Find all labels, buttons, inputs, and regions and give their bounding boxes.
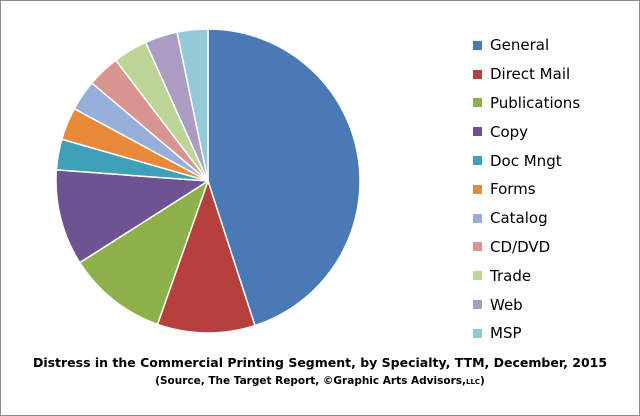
chart-subtitle: (Source, The Target Report, ©Graphic Art… (1, 375, 639, 387)
pie-slice-publications (79, 180, 209, 326)
chart-title: Distress in the Commercial Printing Segm… (32, 355, 608, 370)
legend-item-doc-mngt: Doc Mngt (473, 146, 580, 175)
legend-label: Catalog (490, 209, 548, 228)
pie-slice-copy (55, 169, 209, 264)
legend-label: Publications (490, 93, 581, 112)
legend-swatch (473, 98, 482, 108)
pie-slice-direct-mail (156, 180, 256, 334)
legend-swatch (473, 127, 482, 137)
legend-label: CD/DVD (490, 237, 551, 256)
legend-item-msp: MSP (473, 319, 580, 348)
legend-item-general: General (473, 31, 580, 60)
legend-label: Direct Mail (490, 65, 571, 84)
legend-swatch (473, 40, 482, 50)
pie-slice-general (207, 28, 361, 327)
legend-label: Web (490, 295, 523, 314)
legend-swatch (473, 184, 482, 194)
legend-swatch (473, 328, 482, 338)
legend: General Direct Mail Publications Copy Doc Mn… (473, 31, 580, 348)
legend-swatch (473, 300, 482, 310)
legend-swatch (473, 156, 482, 166)
legend-item-trade: Trade (473, 261, 580, 290)
legend-label: Doc Mngt (490, 151, 562, 170)
legend-label: Trade (490, 266, 532, 285)
legend-swatch (473, 271, 482, 281)
legend-item-publications: Publications (473, 89, 580, 118)
legend-swatch (473, 213, 482, 223)
legend-item-forms: Forms (473, 175, 580, 204)
legend-item-web: Web (473, 290, 580, 319)
pie-chart (55, 28, 361, 334)
legend-item-catalog: Catalog (473, 204, 580, 233)
legend-label: General (490, 36, 550, 55)
legend-swatch (473, 242, 482, 252)
subtitle-main: (Source, The Target Report, ©Graphic Art… (155, 375, 466, 387)
legend-item-cd-dvd: CD/DVD (473, 233, 580, 262)
legend-label: Forms (490, 180, 536, 199)
subtitle-close: ) (480, 375, 485, 387)
subtitle-suffix: LLC (465, 378, 481, 386)
legend-swatch (473, 69, 482, 79)
legend-item-copy: Copy (473, 117, 580, 146)
legend-label: Copy (490, 122, 529, 141)
pie-slice-msp (176, 28, 209, 182)
legend-label: MSP (490, 324, 522, 343)
legend-item-direct-mail: Direct Mail (473, 60, 580, 89)
